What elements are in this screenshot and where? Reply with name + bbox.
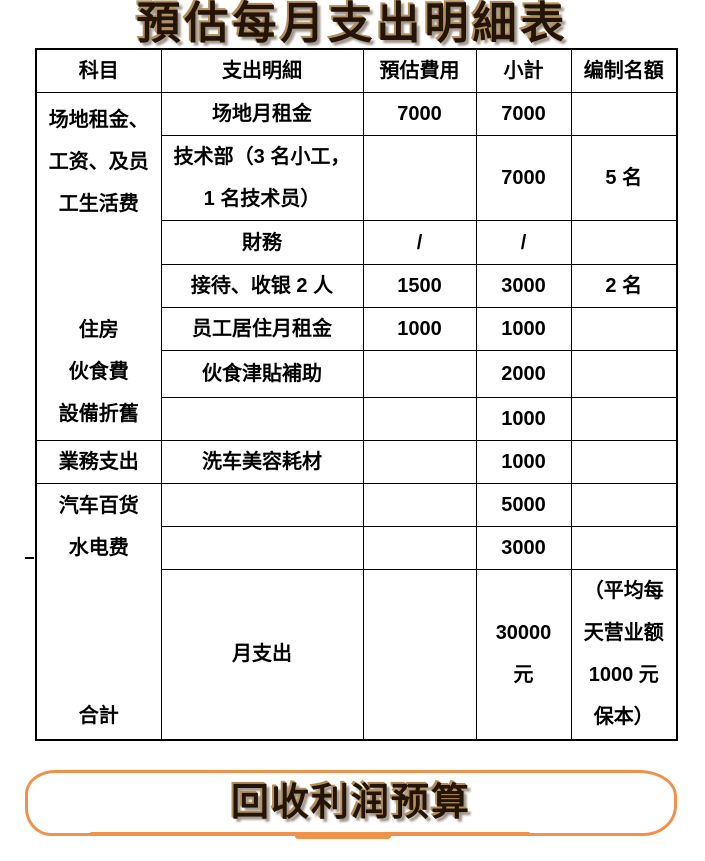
detail-cell: 財務 [160, 220, 364, 265]
subtotal-cell: 1000 [475, 307, 572, 351]
table-header-row: 科目 支出明細 預估費用 小計 编制名額 [35, 48, 678, 93]
table-row: 场地租金、 工资、及员 工生活费 住房 伙食費 設備折舊 场地月租金 7000 … [35, 92, 678, 441]
estimate-cell: / [362, 220, 477, 265]
estimate-cell [362, 135, 477, 221]
table-row: 员工居住月租金 1000 1000 [36, 307, 678, 351]
detail-cell [160, 483, 364, 527]
subtotal-cell: 3000 [475, 264, 572, 308]
quota-cell [570, 307, 678, 351]
subtotal-cell: / [475, 220, 572, 265]
estimate-cell: 7000 [362, 92, 477, 136]
subject-cell-group1: 场地租金、 工资、及员 工生活费 住房 伙食費 設備折舊 [35, 92, 162, 441]
subtotal-cell: 1000 [475, 397, 572, 441]
profit-banner-title: 回收利润预算 [230, 782, 471, 824]
detail-cell: 员工居住月租金 [160, 307, 364, 351]
quota-cell [570, 220, 678, 265]
detail-cell: 伙食津貼補助 [160, 350, 364, 398]
subtotal-cell: 1000 [475, 440, 572, 484]
quota-cell: （平均每 天营业额 1000 元 保本） [570, 569, 678, 740]
estimate-cell: 1000 [362, 307, 477, 351]
subtotal-cell: 7000 [475, 92, 572, 136]
estimate-cell [362, 569, 477, 740]
estimate-cell [362, 440, 477, 484]
table-border-artifact [25, 557, 34, 559]
table-row: 3000 [36, 526, 678, 570]
quota-cell [570, 483, 678, 527]
table-row-total: 月支出 30000 元 （平均每 天营业额 1000 元 保本） [36, 569, 678, 740]
quota-cell [570, 526, 678, 570]
column-header-detail: 支出明細 [160, 48, 364, 93]
quota-cell: 2 名 [570, 264, 678, 308]
quota-cell [570, 397, 678, 441]
quota-cell [570, 350, 678, 398]
quota-cell [570, 92, 678, 136]
column-header-subtotal: 小計 [475, 48, 572, 93]
subtotal-cell: 2000 [475, 350, 572, 398]
column-header-quota: 编制名額 [570, 48, 678, 93]
estimate-cell [362, 350, 477, 398]
detail-cell: 场地月租金 [160, 92, 364, 136]
detail-cell [160, 397, 364, 441]
subtotal-cell: 5000 [475, 483, 572, 527]
quota-cell: 5 名 [570, 135, 678, 221]
table-row: 伙食津貼補助 2000 [36, 350, 678, 398]
subject-cell-group2: 業務支出 [35, 440, 162, 484]
column-header-subject: 科目 [35, 48, 162, 93]
detail-cell: 技术部（3 名小工， 1 名技术员） [160, 135, 364, 221]
table-row: 汽车百货 水电费 合計 5000 [35, 483, 678, 740]
subject-cell-group3: 汽车百货 水电费 合計 [35, 483, 162, 740]
detail-cell [160, 526, 364, 570]
estimate-cell [362, 483, 477, 527]
subtotal-cell: 30000 元 [475, 569, 572, 740]
table-row: 業務支出 洗车美容耗材 1000 [35, 440, 678, 484]
detail-cell: 洗车美容耗材 [160, 440, 364, 484]
banner-underline-thick-stroke [295, 833, 391, 839]
estimate-cell: 1500 [362, 264, 477, 308]
page-title: 預估每月支出明細表 [136, 0, 569, 48]
table-row: 技术部（3 名小工， 1 名技术员） 7000 5 名 [36, 135, 678, 221]
column-header-estimate: 預估費用 [362, 48, 477, 93]
subtotal-cell: 3000 [475, 526, 572, 570]
detail-cell: 接待、收银 2 人 [160, 264, 364, 308]
expense-table: 科目 支出明細 預估費用 小計 编制名額 场地租金、 工资、及员 工生活费 住房… [35, 48, 678, 741]
subtotal-cell: 7000 [475, 135, 572, 221]
quota-cell [570, 440, 678, 484]
profit-banner-box: 回收利润预算 [25, 770, 677, 836]
estimate-cell [362, 397, 477, 441]
detail-cell: 月支出 [160, 569, 364, 740]
estimate-cell [362, 526, 477, 570]
table-row: 1000 [36, 397, 678, 441]
